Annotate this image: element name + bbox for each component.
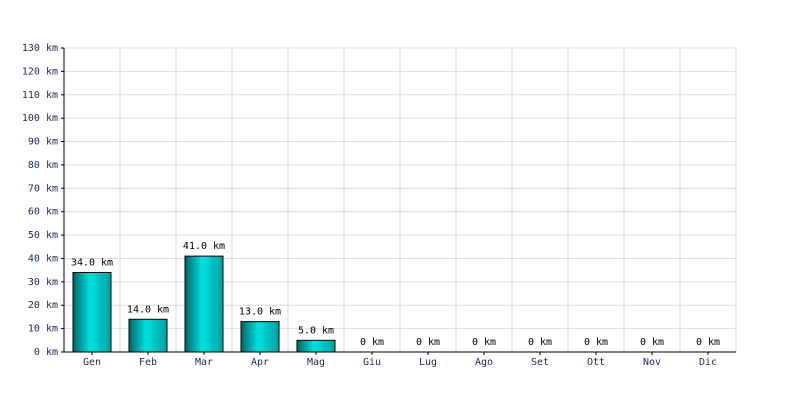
value-label: 0 km <box>528 337 552 348</box>
value-label: 0 km <box>584 337 608 348</box>
x-tick-label: Set <box>531 357 549 368</box>
x-tick-label: Giu <box>363 357 381 368</box>
y-tick-label: 130 km <box>22 43 58 54</box>
x-tick-label: Mar <box>195 357 213 368</box>
y-tick-label: 40 km <box>28 253 58 264</box>
x-tick-label: Ago <box>475 357 493 368</box>
y-tick-label: 90 km <box>28 137 58 148</box>
value-label: 0 km <box>416 337 440 348</box>
x-tick-label: Ott <box>587 357 605 368</box>
value-label: 14.0 km <box>127 304 169 315</box>
y-tick-label: 60 km <box>28 207 58 218</box>
bar <box>240 321 280 353</box>
y-tick-label: 110 km <box>22 90 58 101</box>
bar <box>296 339 336 353</box>
y-tick-label: 10 km <box>28 324 58 335</box>
value-label: 13.0 km <box>239 307 281 318</box>
bar <box>72 271 112 353</box>
y-tick-label: 30 km <box>28 277 58 288</box>
x-tick-label: Mag <box>307 357 325 368</box>
y-tick-label: 70 km <box>28 183 58 194</box>
y-tick-label: 100 km <box>22 113 58 124</box>
y-tick-label: 20 km <box>28 300 58 311</box>
bar <box>184 255 224 353</box>
y-tick-label: 80 km <box>28 160 58 171</box>
value-label: 41.0 km <box>183 241 225 252</box>
x-tick-label: Gen <box>83 357 101 368</box>
bar <box>128 318 168 353</box>
value-label: 34.0 km <box>71 257 113 268</box>
x-tick-label: Apr <box>251 357 269 368</box>
value-label: 0 km <box>360 337 384 348</box>
x-tick-label: Dic <box>699 357 717 368</box>
value-label: 5.0 km <box>298 325 334 336</box>
x-tick-label: Feb <box>139 357 157 368</box>
value-label: 0 km <box>472 337 496 348</box>
x-tick-label: Lug <box>419 357 437 368</box>
y-tick-label: 0 km <box>34 347 58 358</box>
y-tick-label: 120 km <box>22 66 58 77</box>
y-tick-label: 50 km <box>28 230 58 241</box>
x-tick-label: Nov <box>643 357 661 368</box>
value-label: 0 km <box>696 337 720 348</box>
value-label: 0 km <box>640 337 664 348</box>
